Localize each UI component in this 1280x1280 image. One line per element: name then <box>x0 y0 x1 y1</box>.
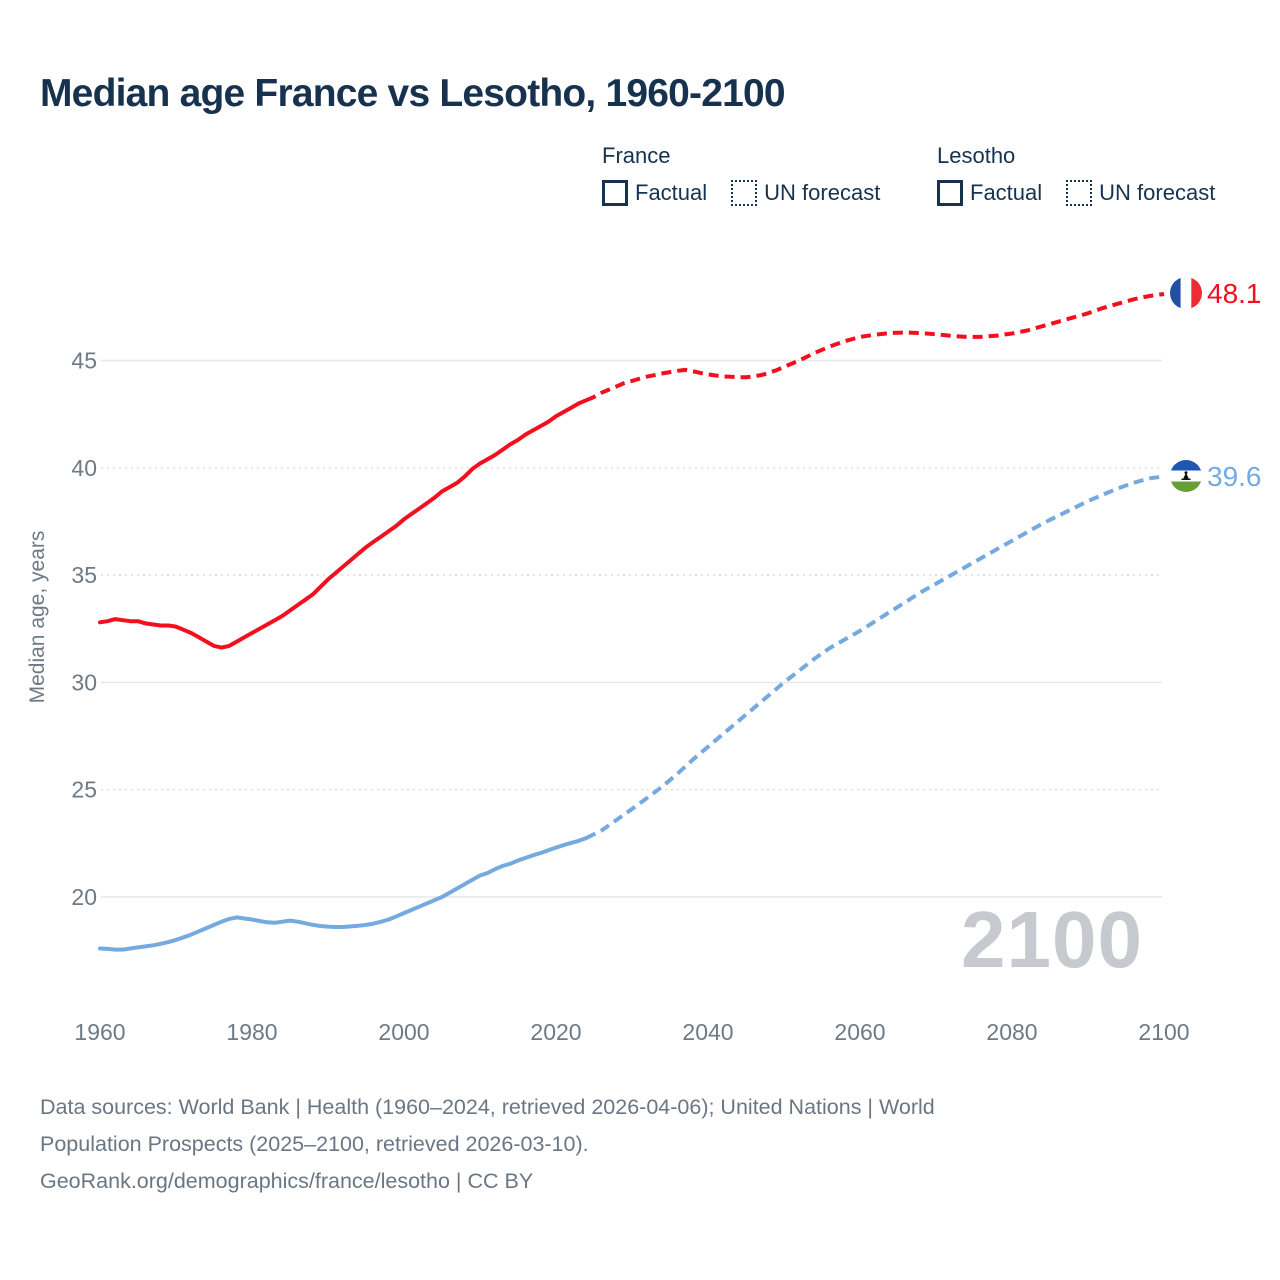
x-tick-label: 2020 <box>530 1019 581 1045</box>
y-axis-title: Median age, years <box>26 531 49 704</box>
legend: France Factual UN forecast Lesotho Factu… <box>0 143 1280 223</box>
x-tick-label: 2040 <box>682 1019 733 1045</box>
y-tick-label: 30 <box>71 669 97 695</box>
x-axis-tick-labels: 1960 1980 2000 2020 2040 2060 2080 2100 <box>74 1019 1189 1045</box>
series-line-lesotho-factual[interactable] <box>98 836 589 952</box>
france-flag-icon <box>1170 277 1202 309</box>
series-line-france-factual[interactable] <box>98 398 589 650</box>
page-title: Median age France vs Lesotho, 1960-2100 <box>40 72 786 115</box>
lesotho-factual-swatch-icon <box>937 180 963 206</box>
watermark-year: 2100 <box>961 895 1143 984</box>
legend-item-label: Factual <box>970 180 1043 205</box>
legend-item-label: Factual <box>635 180 708 205</box>
footer-source-link[interactable]: GeoRank.org/demographics/france/lesotho … <box>40 1169 534 1193</box>
x-tick-label: 2080 <box>986 1019 1037 1045</box>
legend-item-france-factual[interactable]: Factual <box>602 180 707 206</box>
france-factual-swatch-icon <box>602 180 628 206</box>
lesotho-end-value: 39.6 <box>1207 461 1262 492</box>
y-tick-label: 25 <box>71 777 97 803</box>
legend-item-lesotho-forecast[interactable]: UN forecast <box>1066 180 1215 206</box>
x-tick-label: 2060 <box>834 1019 885 1045</box>
legend-item-lesotho-factual[interactable]: Factual <box>937 180 1042 206</box>
x-tick-label: 2000 <box>378 1019 429 1045</box>
footer-data-sources-line1: Data sources: World Bank | Health (1960–… <box>40 1095 935 1119</box>
series-line-france-un-forecast[interactable] <box>585 292 1165 403</box>
mokorotlo-hat-icon <box>1181 471 1191 480</box>
legend-group-lesotho: Lesotho Factual UN forecast <box>937 143 1215 206</box>
legend-item-label: UN forecast <box>764 180 881 205</box>
series-line-lesotho-un-forecast[interactable] <box>585 474 1165 840</box>
legend-group-france: France Factual UN forecast <box>602 143 880 206</box>
legend-row-lesotho: Factual UN forecast <box>937 180 1215 206</box>
lesotho-flag-icon <box>1170 460 1202 492</box>
y-axis-tick-labels: 20 25 30 35 40 45 <box>71 348 97 911</box>
france-end-value: 48.1 <box>1207 278 1262 309</box>
legend-row-france: Factual UN forecast <box>602 180 880 206</box>
y-tick-label: 20 <box>71 884 97 910</box>
x-tick-label: 1960 <box>74 1019 125 1045</box>
data-series-layer <box>98 292 1165 952</box>
gridlines <box>101 359 1162 898</box>
x-tick-label: 1980 <box>226 1019 277 1045</box>
france-forecast-swatch-icon <box>731 180 758 206</box>
footer: Data sources: World Bank | Health (1960–… <box>40 1089 1230 1200</box>
legend-group-france-name: France <box>602 143 671 168</box>
footer-data-sources-line2: Population Prospects (2025–2100, retriev… <box>40 1132 589 1156</box>
x-tick-label: 2100 <box>1138 1019 1189 1045</box>
legend-item-france-forecast[interactable]: UN forecast <box>731 180 880 206</box>
lesotho-forecast-swatch-icon <box>1066 180 1093 206</box>
y-tick-label: 35 <box>71 562 97 588</box>
y-tick-label: 45 <box>71 348 97 374</box>
legend-item-label: UN forecast <box>1099 180 1216 205</box>
legend-group-lesotho-name: Lesotho <box>937 143 1016 168</box>
y-tick-label: 40 <box>71 455 97 481</box>
